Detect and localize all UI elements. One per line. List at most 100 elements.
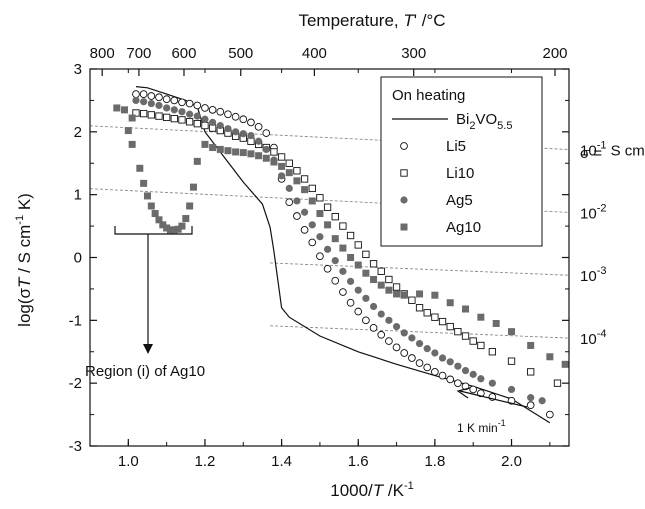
top-tick-label: 400 [302,45,327,62]
data-point [431,349,439,357]
data-point [461,332,470,340]
data-point [438,317,447,326]
rate-arrow-line [459,390,528,408]
data-point [469,370,477,378]
legend-entry: Bi2VO5.5 [392,111,512,132]
data-point [247,132,255,140]
data-point [392,323,401,331]
data-point [492,319,500,327]
data-point [247,150,255,158]
legend-box [380,76,543,247]
data-point [454,327,462,336]
data-point [323,264,332,273]
data-point [231,112,240,121]
data-point [308,184,316,193]
data-point [239,115,248,124]
data-point [308,221,316,229]
iso-line [270,262,570,276]
data-point [186,202,194,210]
data-point [155,101,163,110]
data-point [339,288,347,296]
data-point [201,115,209,123]
y-tick-label: 1 [74,187,82,204]
data-point [507,357,516,365]
data-point [293,177,301,185]
data-point [216,145,224,153]
legend-entry: Ag5 [400,192,473,209]
data-point [370,275,378,283]
data-point [201,121,209,130]
legend-label: Li5 [446,138,466,155]
data-point [132,109,140,117]
data-point [277,153,286,161]
legend-label: Bi2VO5.5 [456,111,512,132]
data-point [140,98,148,106]
data-point [159,221,167,229]
x-tick-label: 1.0 [118,453,139,470]
data-point [553,379,562,387]
rate-label: 1 K min-1 [457,418,506,435]
data-point [139,109,148,118]
iso-label: 10-3 [580,265,606,285]
data-point [262,154,270,162]
data-point [201,140,209,148]
data-point [400,329,408,337]
data-point [255,137,263,145]
axis-layer: 1.0 1.2 1.4 1.6 1.8 2.0 -3 -2 -1 0 1 2 3 800 700 600 500… [69,45,569,470]
data-point [155,112,163,120]
data-point [132,90,140,98]
region-label: Region (i) of Ag10 [85,363,205,380]
data-point [408,296,416,304]
data-point [377,281,385,289]
data-point [262,129,271,137]
data-point [527,394,535,402]
data-point [339,244,347,252]
data-point [189,183,197,191]
y-tick-label: -1 [69,312,82,329]
data-point [247,118,255,127]
data-point [561,360,569,368]
x-tick-label: 2.0 [501,453,522,470]
data-point [163,224,171,232]
data-point [527,341,535,349]
data-point [362,316,370,325]
data-point [385,275,393,284]
x-tick-label: 1.2 [195,453,216,470]
annotations: Region (i) of Ag10 1 K min-1 [85,226,528,435]
data-point [415,304,424,312]
data-point [178,108,186,116]
data-point [423,309,431,317]
x-tick-label: 1.6 [348,453,369,470]
data-point [369,302,378,311]
data-point [143,192,151,200]
legend-entry: Li5 [400,138,466,155]
data-point [323,245,332,253]
data-point [162,95,171,104]
data-point [147,111,155,119]
data-point [182,215,190,223]
data-point [362,294,370,302]
data-point [163,104,171,112]
y-tick-label: -2 [69,375,82,392]
data-point [339,267,347,275]
data-point [526,401,535,410]
data-point [385,316,393,324]
series-Li5 [132,90,554,419]
data-point [400,291,408,299]
legend-swatch [400,196,408,204]
data-point [209,118,217,127]
data-point [174,225,182,233]
top-tick-label: 600 [171,45,196,62]
data-point [392,343,401,352]
data-point [132,96,140,105]
data-point [508,328,516,336]
legend-swatch [400,223,408,231]
data-point [270,148,278,156]
data-point [170,106,178,114]
data-point [431,313,439,321]
data-point [185,118,194,126]
data-point [232,128,240,136]
data-point [488,379,496,387]
data-point [151,210,159,218]
